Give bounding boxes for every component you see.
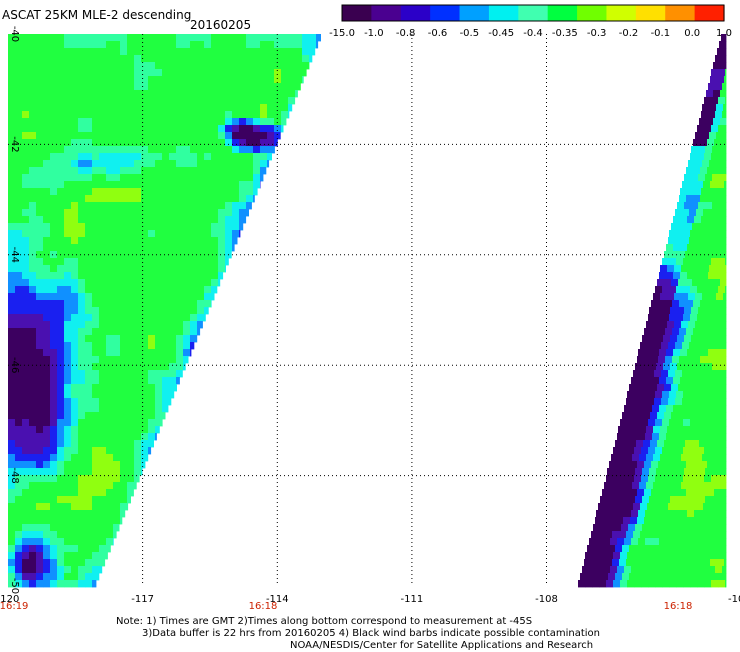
lat-tick-label: -50 bbox=[9, 578, 20, 594]
lat-tick-label: -40 bbox=[9, 26, 20, 42]
swath-map: -40-42-44-46-48-50-120-117-114-111-108-1… bbox=[0, 0, 740, 614]
note-line-3: NOAA/NESDIS/Center for Satellite Applica… bbox=[290, 640, 593, 652]
note-line-2: 3)Data buffer is 22 hrs from 20160205 4)… bbox=[142, 628, 600, 640]
note-line-1: Note: 1) Times are GMT 2)Times along bot… bbox=[116, 616, 532, 628]
time-label: 16:18 bbox=[664, 601, 693, 612]
lat-tick-label: -46 bbox=[9, 357, 20, 373]
lon-tick-label: -104 bbox=[728, 594, 740, 605]
lon-tick-label: -111 bbox=[401, 594, 424, 605]
time-label: 16:19 bbox=[0, 601, 28, 612]
lat-tick-label: -42 bbox=[9, 136, 20, 152]
time-label: 16:18 bbox=[249, 601, 278, 612]
lat-tick-label: -44 bbox=[9, 247, 20, 263]
lon-tick-label: -108 bbox=[535, 594, 558, 605]
swath-pixels bbox=[8, 34, 726, 587]
lon-tick-label: -117 bbox=[131, 594, 154, 605]
lat-tick-label: -48 bbox=[9, 467, 20, 483]
